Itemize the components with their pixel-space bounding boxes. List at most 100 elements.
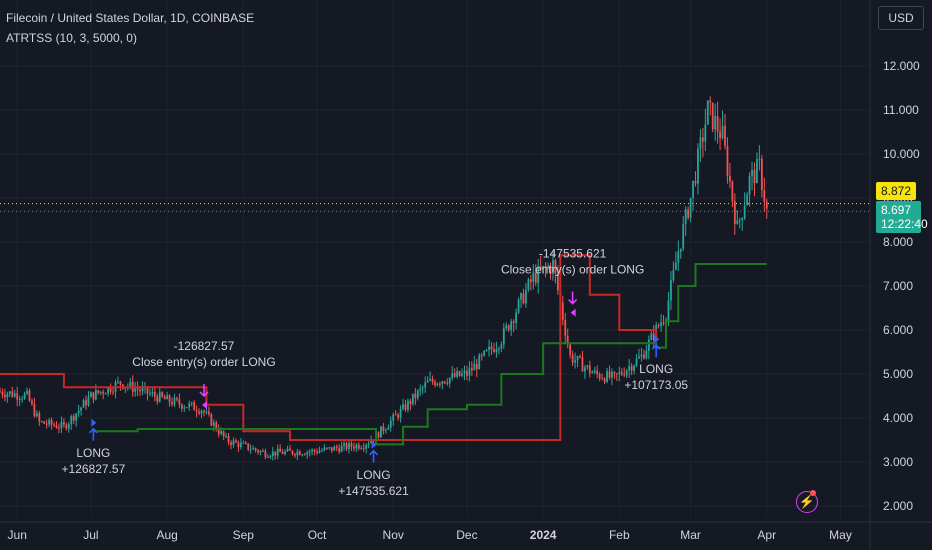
entry-flag-icon	[91, 418, 97, 427]
candle-body	[488, 346, 490, 350]
signal-label: -147535.621	[539, 247, 607, 261]
candle-body	[207, 411, 210, 415]
x-tick-label: Sep	[233, 528, 255, 542]
entry-flag-icon	[371, 440, 377, 449]
x-tick-label: 2024	[530, 528, 557, 542]
candle-body	[758, 158, 761, 160]
candle-body	[645, 350, 648, 359]
candle-body	[547, 266, 549, 268]
candle-body	[684, 209, 687, 225]
candle-body	[225, 436, 228, 438]
candle-body	[338, 448, 341, 452]
currency-button[interactable]: USD	[878, 6, 924, 30]
candle-body	[763, 190, 766, 202]
candle-body	[453, 373, 456, 377]
candle-body	[355, 444, 358, 449]
candle-body	[667, 300, 670, 320]
candle-body	[311, 449, 314, 452]
candle-body	[751, 169, 753, 177]
exit-flag-icon	[201, 401, 207, 409]
candle-body	[549, 266, 552, 273]
exit-arrow-icon	[568, 291, 578, 305]
candle-body	[591, 372, 594, 374]
candle-body	[266, 457, 269, 459]
entry-arrow-icon	[88, 427, 98, 441]
candle-body	[613, 371, 616, 374]
candle-body	[468, 368, 471, 376]
candle-body	[163, 396, 166, 400]
candle-body	[55, 425, 58, 428]
candle-body	[510, 321, 513, 331]
candle-body	[566, 335, 569, 345]
candle-body	[630, 366, 633, 371]
candle-body	[635, 358, 638, 366]
candle-body	[60, 421, 63, 429]
candle-body	[679, 248, 682, 252]
signal-label: Close entry(s) order LONG	[501, 263, 644, 277]
candle-body	[21, 398, 24, 400]
candle-body	[682, 224, 685, 249]
candle-body	[254, 448, 257, 451]
candle-body	[552, 260, 554, 273]
candle-body	[271, 451, 274, 457]
candle-body	[404, 404, 407, 410]
candle-body	[502, 328, 505, 345]
candle-body	[507, 325, 510, 331]
candle-body	[173, 397, 176, 405]
signal-label: LONG	[76, 446, 110, 460]
y-tick-label: 7.000	[883, 279, 913, 293]
candle-body	[392, 414, 395, 421]
candle-body	[716, 116, 719, 132]
signal-label: LONG	[639, 362, 673, 376]
candle-body	[149, 393, 151, 395]
candle-body	[333, 446, 336, 451]
y-tick-label: 10.000	[883, 147, 920, 161]
indicator-label[interactable]: ATRTSS (10, 3, 5000, 0)	[6, 31, 137, 45]
candle-body	[303, 454, 306, 456]
candle-body	[230, 442, 232, 445]
candle-body	[294, 454, 296, 456]
candle-body	[478, 355, 481, 370]
candle-body	[576, 356, 579, 361]
candle-body	[274, 451, 277, 456]
candle-body	[102, 391, 105, 394]
candle-body	[212, 422, 215, 426]
candle-body	[620, 372, 623, 375]
candle-body	[257, 450, 259, 453]
candle-body	[650, 333, 653, 340]
candle-body	[485, 349, 488, 351]
lightning-icon[interactable]: ⚡	[796, 491, 818, 513]
candle-body	[633, 365, 635, 371]
candle-body	[724, 125, 726, 146]
candle-body	[483, 350, 486, 356]
candle-body	[473, 363, 476, 371]
candle-body	[62, 421, 65, 425]
candle-body	[65, 424, 68, 429]
candle-body	[753, 169, 756, 184]
candle-body	[178, 399, 181, 405]
candle-body	[92, 392, 95, 400]
current-price-value: 8.697	[881, 203, 912, 217]
candle-body	[16, 393, 19, 400]
candle-body	[313, 449, 316, 452]
candle-body	[670, 280, 672, 301]
candle-body	[193, 402, 196, 411]
candle-body	[584, 367, 586, 372]
candle-body	[416, 390, 419, 399]
candle-body	[134, 388, 137, 392]
candle-body	[38, 413, 41, 422]
candle-body	[382, 426, 385, 431]
candle-body	[362, 448, 365, 450]
candle-body	[217, 429, 220, 434]
candle-body	[618, 372, 621, 375]
candle-body	[188, 403, 191, 408]
candle-body	[461, 373, 463, 376]
candle-body	[97, 390, 100, 393]
candle-body	[40, 421, 43, 423]
candle-body	[596, 370, 599, 375]
candle-body	[544, 265, 547, 268]
candle-body	[733, 201, 736, 224]
candle-body	[1, 391, 4, 395]
candle-body	[756, 159, 758, 184]
